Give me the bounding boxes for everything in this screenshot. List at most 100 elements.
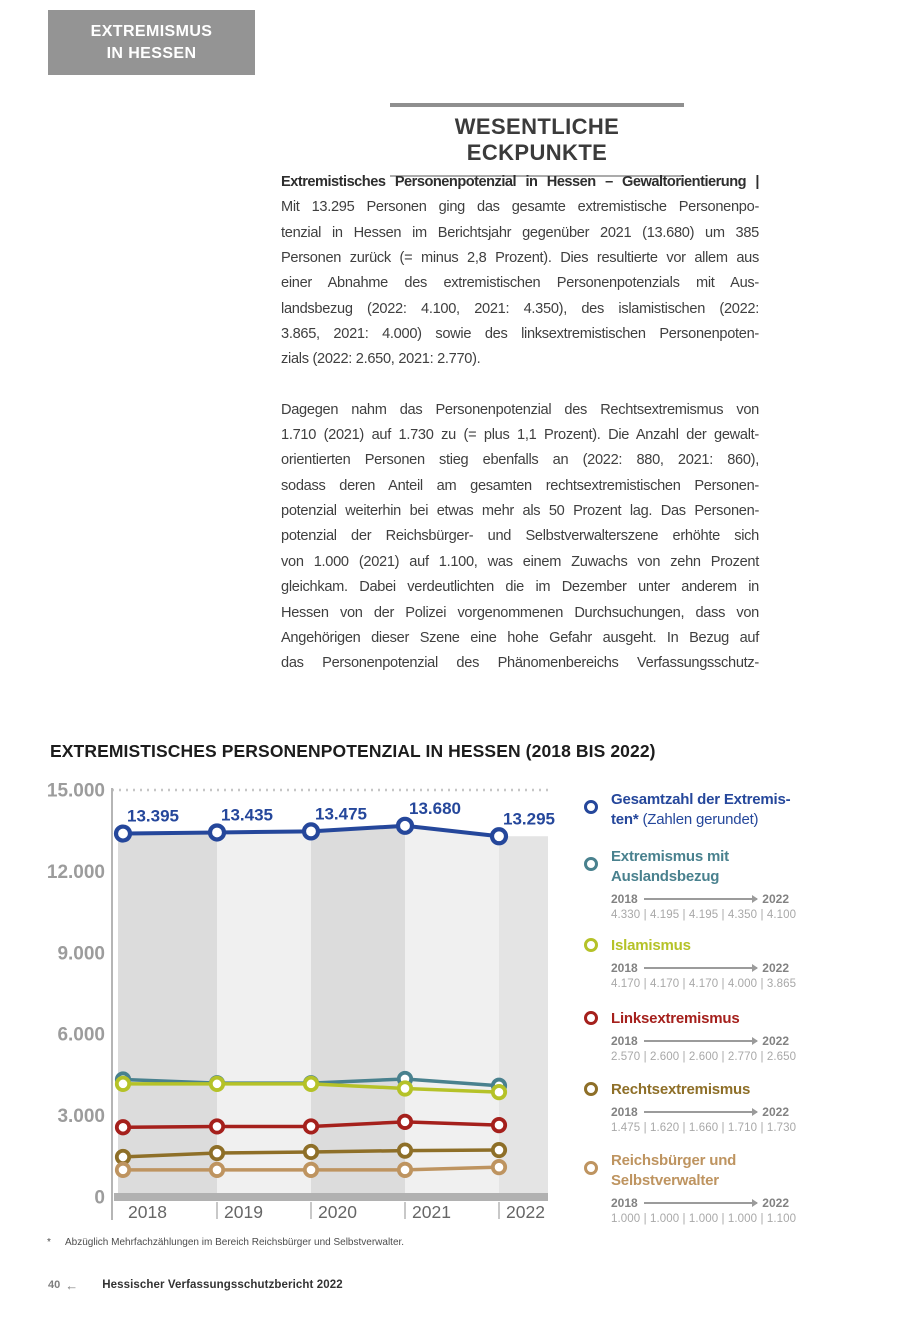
range-start-year: 2018 xyxy=(611,892,638,906)
body-line: Mit 13.295 Personen ging das gesamte ext… xyxy=(281,199,759,216)
range-arrow-head xyxy=(752,964,759,972)
section-title: WESENTLICHE ECKPUNKTE xyxy=(454,114,620,165)
total-value-label: 13.295 xyxy=(503,809,555,828)
legend-ring-icon xyxy=(584,938,598,952)
body-line: Hessen von der Polizei vorgenommenen Dur… xyxy=(281,604,759,621)
legend-entry-content: Reichsbürger und Selbstverwalter 2018 2022 1… xyxy=(611,1151,824,1226)
legend-title: ten* (Zahlen gerundet) xyxy=(611,811,759,828)
legend-values: 1.000 | 1.000 | 1.000 | 1.000 | 1.100 xyxy=(611,1213,797,1225)
footnote: * Abzüglich Mehrfachzählungen im Bereich… xyxy=(47,1237,404,1248)
range-arrow-head xyxy=(752,1037,759,1045)
range-arrow-head xyxy=(752,1199,759,1207)
y-tick-label: 15.000 xyxy=(47,781,105,802)
data-point-reichsb-rger-und-selbstverwalter xyxy=(114,1161,132,1178)
left-arrow-icon: ← xyxy=(65,1277,79,1293)
legend-title: Gesamtzahl der Extremis- xyxy=(611,791,791,808)
x-tick-label: 2019 xyxy=(224,1202,263,1222)
data-point-linksextremismus xyxy=(208,1118,226,1135)
body-line: landsbezug (2022: 4.100, 2021: 4.350), d… xyxy=(281,300,759,317)
x-tick-label: 2022 xyxy=(506,1202,545,1222)
body-line: Personen zurück (= minus 2,8 Prozent). D… xyxy=(281,250,759,267)
chart-title: EXTREMISTISCHES PERSONENPOTENZIAL IN HES… xyxy=(50,741,656,761)
legend-ring-icon xyxy=(584,1161,598,1175)
data-point-islamismus xyxy=(208,1075,226,1092)
page-number: 40 xyxy=(48,1279,61,1291)
legend-year-range: 2018 2022 xyxy=(611,961,789,975)
legend-ring-icon xyxy=(584,1011,598,1025)
year-band-2021 xyxy=(405,825,499,1197)
body-line: 1.710 (2021) auf 1.730 zu (= plus 1,1 Pr… xyxy=(281,427,759,444)
paragraph-1: Extremistisches Personenpotenzial in Hes… xyxy=(281,170,760,373)
legend-year-range: 2018 2022 xyxy=(611,1105,789,1119)
body-text: Extremistisches Personenpotenzial in Hes… xyxy=(281,170,760,677)
y-tick-label: 12.000 xyxy=(47,862,105,883)
title-bottom-rule xyxy=(390,175,684,177)
legend-ring-icon xyxy=(584,1082,598,1096)
data-point-islamismus xyxy=(302,1075,320,1092)
range-start-year: 2018 xyxy=(611,1034,638,1048)
data-point-islamismus xyxy=(490,1084,508,1101)
data-point-linksextremismus xyxy=(114,1119,132,1136)
range-arrow-head xyxy=(752,895,759,903)
data-point-linksextremismus xyxy=(302,1118,320,1135)
data-point-reichsb-rger-und-selbstverwalter xyxy=(208,1161,226,1178)
legend-title: Rechtsextremismus xyxy=(611,1081,751,1098)
range-arrow-icon xyxy=(643,1037,759,1045)
legend-title: Islamismus xyxy=(611,937,691,954)
body-line: potenzial weiterhin bei etwas mehr als 5… xyxy=(281,503,759,520)
body-line: gleichkam. Dabei verdeutlichten die im D… xyxy=(281,579,759,596)
data-point-reichsb-rger-und-selbstverwalter xyxy=(302,1161,320,1178)
range-end-year: 2022 xyxy=(762,1196,789,1210)
range-arrow-icon xyxy=(643,895,759,903)
legend-year-range: 2018 2022 xyxy=(611,1034,789,1048)
y-tick-label: 9.000 xyxy=(57,943,105,964)
data-point-rechtsextremismus xyxy=(302,1143,320,1161)
paragraph-2: Dagegen nahm das Personenpotenzial des R… xyxy=(281,398,759,677)
range-arrow-icon xyxy=(643,1108,759,1116)
legend-values: 2.570 | 2.600 | 2.600 | 2.770 | 2.650 xyxy=(611,1051,797,1063)
chapter-tab: EXTREMISMUS IN HESSEN xyxy=(48,10,255,75)
y-tick-label: 0 xyxy=(94,1188,105,1209)
chart-legend: Gesamtzahl der Extremis-ten* (Zahlen ger… xyxy=(584,0,824,1323)
legend-values: 4.170 | 4.170 | 4.170 | 4.000 | 3.865 xyxy=(611,978,797,990)
legend-ring-icon xyxy=(584,857,598,871)
data-point-reichsb-rger-und-selbstverwalter xyxy=(396,1161,414,1178)
legend-entry: Rechtsextremismus 2018 2022 1.475 | 1.620 |… xyxy=(584,1080,824,1135)
chapter-tab-line1: EXTREMISMUS xyxy=(90,23,213,40)
legend-entry-content: Rechtsextremismus 2018 2022 1.475 | 1.620 |… xyxy=(611,1080,824,1135)
range-start-year: 2018 xyxy=(611,1105,638,1119)
data-point-gesamtzahl-der-extremisten-zahlen-gerundet xyxy=(395,816,415,835)
range-arrow-head xyxy=(752,1108,759,1116)
legend-title: Reichsbürger und xyxy=(611,1152,737,1169)
y-tick-label: 6.000 xyxy=(57,1025,105,1046)
section-title-block: WESENTLICHE ECKPUNKTE xyxy=(390,103,684,177)
body-line: einer Abnahme des extremistischen Person… xyxy=(281,275,759,292)
data-point-rechtsextremismus xyxy=(114,1148,132,1166)
legend-entry-content: Islamismus 2018 2022 4.170 | 4.170 | 4.170 … xyxy=(611,936,824,991)
legend-values: 1.475 | 1.620 | 1.660 | 1.710 | 1.730 xyxy=(611,1122,797,1134)
legend-title: Linksextremismus xyxy=(611,1010,740,1027)
range-start-year: 2018 xyxy=(611,1196,638,1210)
total-value-label: 13.475 xyxy=(315,804,367,823)
total-value-label: 13.395 xyxy=(127,807,179,826)
data-point-gesamtzahl-der-extremisten-zahlen-gerundet xyxy=(301,822,321,841)
legend-entry-content: Extremismus mit Auslandsbezug 2018 2022 4.33… xyxy=(611,847,824,922)
body-line: sodass deren Anteil am gesamten rechtsex… xyxy=(281,477,759,494)
data-point-reichsb-rger-und-selbstverwalter xyxy=(490,1159,508,1176)
total-value-label: 13.435 xyxy=(221,805,273,824)
footer-title: Hessischer Verfassungsschutzbericht 2022 xyxy=(102,1279,343,1291)
data-point-linksextremismus xyxy=(490,1116,508,1134)
footnote-marker: * xyxy=(47,1237,51,1248)
year-band-2019 xyxy=(217,831,311,1197)
page-footer: 40 ← Hessischer Verfassungsschutzbericht… xyxy=(48,1277,343,1293)
range-end-year: 2022 xyxy=(762,1034,789,1048)
data-point-gesamtzahl-der-extremisten-zahlen-gerundet xyxy=(113,824,133,843)
data-point-rechtsextremismus xyxy=(396,1142,414,1159)
data-point-islamismus xyxy=(114,1075,132,1092)
body-line: von 1.000 (2021) auf 1.100, was einem Zu… xyxy=(281,553,759,570)
data-point-gesamtzahl-der-extremisten-zahlen-gerundet xyxy=(489,827,509,846)
legend-year-range: 2018 2022 xyxy=(611,1196,789,1210)
legend-values: 4.330 | 4.195 | 4.195 | 4.350 | 4.100 xyxy=(611,909,797,921)
personnel-potential-chart: 0 3.000 6.000 9.000 12.000 15.000 2018 2019 2020… xyxy=(47,781,555,1223)
